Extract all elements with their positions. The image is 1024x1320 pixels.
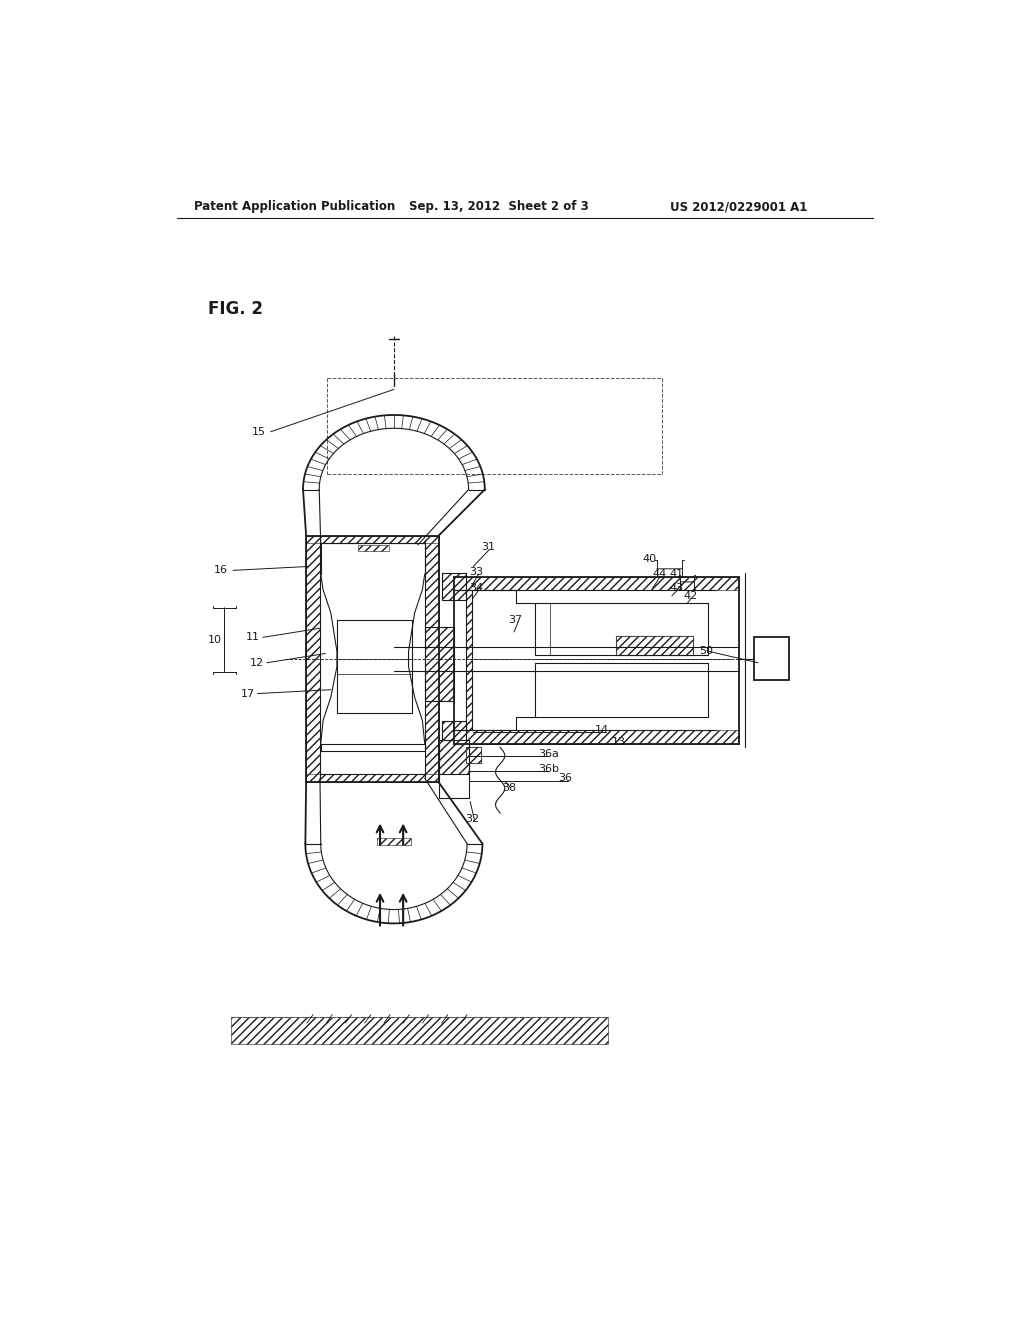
Bar: [438, 739, 469, 775]
Bar: [466, 747, 481, 763]
Text: 34: 34: [469, 583, 483, 593]
Bar: [377, 838, 411, 845]
Text: 41: 41: [670, 569, 684, 579]
Text: 40: 40: [643, 554, 656, 564]
Bar: [230, 1016, 608, 1044]
Bar: [442, 573, 466, 599]
Text: 50: 50: [698, 647, 713, 656]
Bar: [466, 590, 472, 730]
Text: 43: 43: [670, 583, 684, 593]
Text: 16: 16: [214, 565, 227, 576]
Bar: [438, 739, 469, 775]
Bar: [615, 636, 692, 655]
Text: FIG. 2: FIG. 2: [208, 300, 262, 318]
Bar: [425, 627, 454, 701]
Text: 13: 13: [611, 737, 626, 747]
Text: 36: 36: [558, 774, 572, 783]
Text: 14: 14: [595, 725, 609, 735]
Text: 42: 42: [683, 591, 697, 601]
Bar: [357, 545, 388, 552]
Text: Sep. 13, 2012  Sheet 2 of 3: Sep. 13, 2012 Sheet 2 of 3: [410, 201, 589, 214]
Text: 36a: 36a: [539, 748, 559, 759]
Text: 12: 12: [250, 657, 264, 668]
Bar: [454, 730, 739, 743]
Bar: [442, 721, 466, 747]
Text: 38: 38: [502, 783, 516, 793]
Bar: [442, 573, 466, 599]
Bar: [306, 536, 438, 544]
Text: 11: 11: [246, 632, 260, 643]
Text: 36b: 36b: [539, 764, 560, 774]
Text: 31: 31: [481, 543, 495, 552]
Text: Patent Application Publication: Patent Application Publication: [194, 201, 395, 214]
Bar: [615, 636, 692, 655]
Bar: [337, 620, 412, 713]
Bar: [755, 638, 788, 681]
Bar: [466, 747, 481, 763]
Text: 33: 33: [469, 566, 483, 577]
Bar: [425, 627, 454, 701]
Bar: [306, 536, 319, 781]
Text: 37: 37: [508, 615, 522, 626]
Text: 10: 10: [208, 635, 221, 644]
Text: US 2012/0229001 A1: US 2012/0229001 A1: [670, 201, 807, 214]
Text: 17: 17: [241, 689, 255, 698]
Bar: [442, 721, 466, 747]
Bar: [454, 577, 739, 590]
Bar: [425, 536, 438, 781]
Text: 32: 32: [466, 814, 479, 824]
Bar: [306, 775, 438, 781]
Text: 15: 15: [252, 426, 265, 437]
Text: 44: 44: [652, 569, 667, 579]
